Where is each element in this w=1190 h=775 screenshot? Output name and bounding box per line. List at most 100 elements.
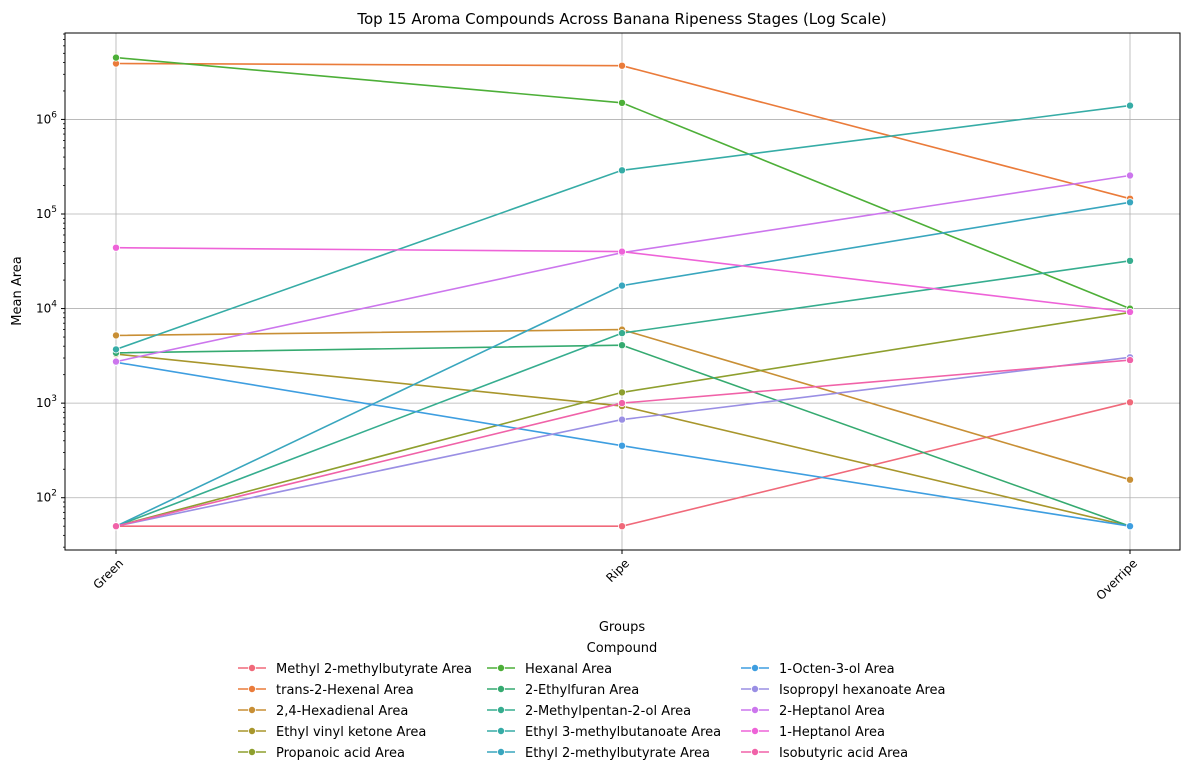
data-point: [1126, 307, 1135, 316]
data-point: [112, 53, 121, 62]
legend-swatch-marker: [751, 748, 760, 757]
series-14: [112, 356, 1135, 531]
data-point: [112, 345, 121, 354]
legend-label: Propanoic acid Area: [276, 746, 405, 761]
data-point: [1126, 198, 1135, 207]
legend-swatch-marker: [496, 727, 505, 736]
legend-item: 2,4-Hexadienal Area: [238, 704, 408, 719]
data-point: [618, 341, 627, 350]
data-point: [618, 166, 627, 175]
data-point: [618, 98, 627, 107]
y-tick-exponent: 2: [51, 489, 57, 499]
data-point: [112, 357, 121, 366]
legend-item: 2-Ethylfuran Area: [487, 683, 639, 698]
grid-lines: [65, 33, 1180, 550]
legend-items: Methyl 2-methylbutyrate Area trans-2-Hexe…: [238, 662, 946, 761]
legend-item: Hexanal Area: [487, 662, 612, 677]
data-point: [618, 399, 627, 408]
series-10: [112, 358, 1135, 531]
legend-item: 2-Methylpentan-2-ol Area: [487, 704, 691, 719]
y-tick-label: 104: [36, 300, 57, 316]
legend-swatch-marker: [751, 727, 760, 736]
data-point: [112, 331, 121, 340]
legend-swatch-marker: [751, 706, 760, 715]
y-axis-ticks: 102 103 104 105 106: [36, 33, 65, 548]
legend-item: Isopropyl hexanoate Area: [741, 683, 946, 698]
legend-item: trans-2-Hexenal Area: [238, 683, 414, 698]
data-point: [112, 522, 121, 531]
data-point: [618, 522, 627, 531]
y-tick-label: 102: [36, 489, 57, 505]
y-axis-label: Mean Area: [10, 256, 25, 325]
y-tick-exponent: 5: [51, 205, 57, 215]
legend-item: Methyl 2-methylbutyrate Area: [238, 662, 472, 677]
legend-item: Ethyl 3-methylbutanoate Area: [487, 725, 721, 740]
y-tick-exponent: 3: [51, 394, 57, 404]
legend-label: Ethyl 3-methylbutanoate Area: [525, 725, 721, 740]
data-point: [1126, 475, 1135, 484]
legend-item: 1-Heptanol Area: [741, 725, 885, 740]
legend-item: Propanoic acid Area: [238, 746, 405, 761]
data-point: [618, 329, 627, 338]
series-line: [115, 246, 1131, 313]
legend: Compound Methyl 2-methylbutyrate Area tra…: [238, 641, 946, 761]
legend-swatch-marker: [247, 727, 256, 736]
series-line: [115, 56, 1131, 310]
data-point: [1126, 522, 1135, 531]
legend-label: Isobutyric acid Area: [779, 746, 908, 761]
legend-swatch-marker: [247, 664, 256, 673]
data-point: [618, 61, 627, 70]
x-tick-label-ripe: Ripe: [603, 556, 632, 585]
legend-swatch-marker: [496, 664, 505, 673]
series-1: [112, 59, 1135, 203]
legend-item: Ethyl vinyl ketone Area: [238, 725, 426, 740]
series-5: [112, 53, 1135, 313]
x-axis-ticks: Green Ripe Overripe: [91, 550, 1141, 603]
plot-area-frame: [64, 32, 1181, 551]
plot-series: [112, 53, 1135, 531]
x-tick-label-green: Green: [91, 556, 127, 592]
legend-label: Hexanal Area: [525, 662, 612, 677]
data-point: [618, 281, 627, 290]
legend-swatch-marker: [751, 664, 760, 673]
chart-title: Top 15 Aroma Compounds Across Banana Rip…: [356, 10, 886, 28]
legend-title: Compound: [587, 641, 658, 656]
series-8: [112, 101, 1135, 354]
legend-swatch-marker: [496, 748, 505, 757]
y-tick-label: 106: [36, 110, 57, 126]
legend-swatch-marker: [247, 706, 256, 715]
legend-label: 2-Ethylfuran Area: [525, 683, 639, 698]
data-point: [618, 388, 627, 397]
series-line: [115, 356, 1131, 527]
legend-item: 1-Octen-3-ol Area: [741, 662, 895, 677]
data-point: [618, 247, 627, 256]
series-11: [112, 353, 1135, 531]
series-line: [115, 62, 1131, 200]
legend-label: 1-Heptanol Area: [779, 725, 885, 740]
y-tick-exponent: 6: [51, 110, 57, 120]
legend-swatch-marker: [247, 748, 256, 757]
data-point: [618, 415, 627, 424]
legend-swatch-marker: [751, 685, 760, 694]
legend-swatch-marker: [247, 685, 256, 694]
legend-label: Ethyl 2-methylbutyrate Area: [525, 746, 710, 761]
y-tick-label: 103: [36, 394, 57, 410]
x-axis-label: Groups: [599, 620, 646, 635]
data-point: [1126, 171, 1135, 180]
legend-item: Isobutyric acid Area: [741, 746, 908, 761]
legend-item: Ethyl 2-methylbutyrate Area: [487, 746, 710, 761]
legend-label: 2-Heptanol Area: [779, 704, 885, 719]
legend-item: 2-Heptanol Area: [741, 704, 885, 719]
legend-label: Ethyl vinyl ketone Area: [276, 725, 426, 740]
y-tick-label: 105: [36, 205, 57, 221]
legend-label: trans-2-Hexenal Area: [276, 683, 414, 698]
data-point: [618, 441, 627, 450]
legend-label: 1-Octen-3-ol Area: [779, 662, 895, 677]
data-point: [1126, 101, 1135, 110]
data-point: [1126, 356, 1135, 365]
legend-label: 2,4-Hexadienal Area: [276, 704, 408, 719]
series-13: [112, 243, 1135, 316]
data-point: [1126, 398, 1135, 407]
x-tick-label-overripe: Overripe: [1094, 556, 1141, 603]
